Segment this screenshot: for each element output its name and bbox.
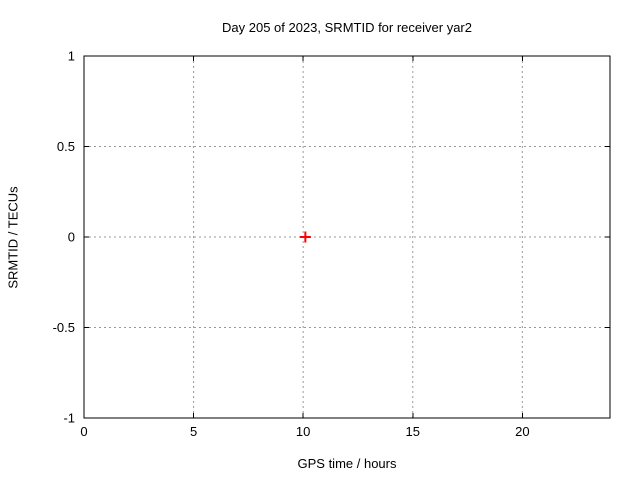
x-tick-label: 15: [406, 424, 420, 439]
y-tick-label: 1: [68, 49, 75, 64]
y-tick-label: 0.5: [57, 139, 75, 154]
x-tick-label: 5: [190, 424, 197, 439]
x-axis-label: GPS time / hours: [297, 456, 397, 471]
y-tick-label: -0.5: [53, 320, 75, 335]
x-tick-label: 10: [296, 424, 310, 439]
y-tick-label: -1: [63, 411, 75, 426]
x-tick-label: 20: [515, 424, 529, 439]
y-tick-label: 0: [68, 230, 75, 245]
plot-border: [83, 55, 611, 419]
chart-title: Day 205 of 2023, SRMTID for receiver yar…: [222, 20, 472, 35]
x-tick-label: 0: [80, 424, 87, 439]
